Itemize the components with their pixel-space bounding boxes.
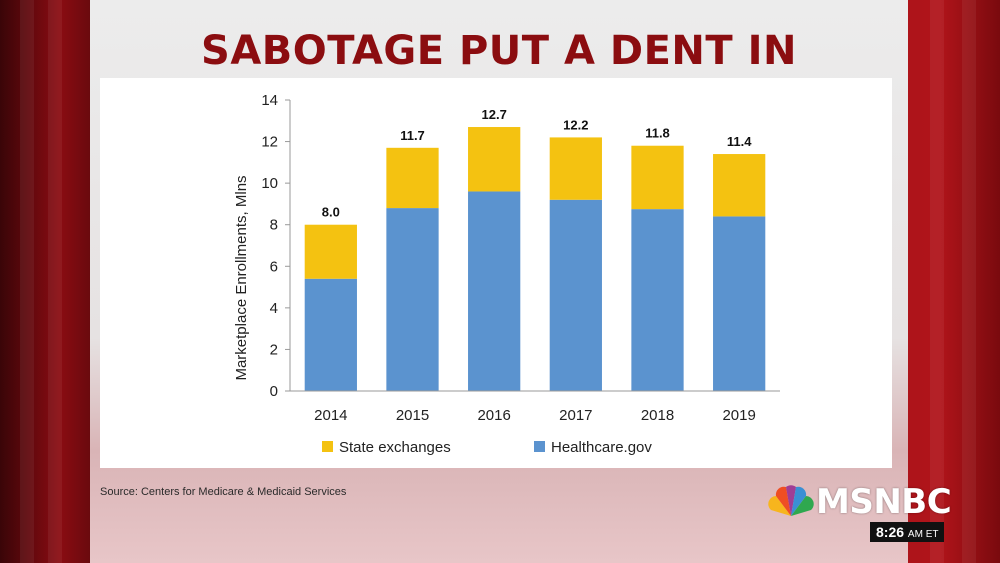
bar-state-exchanges <box>631 145 684 210</box>
y-tick-label: 0 <box>270 383 278 400</box>
bar-state-exchanges <box>549 137 602 200</box>
peacock-icon <box>768 485 814 516</box>
chart-area: 0 2 4 6 8 10 12 14 8.0 11.7 12.7 12.2 11.8 11.4 2014… <box>100 78 892 468</box>
bar-total-label: 8.0 <box>322 205 340 220</box>
legend-swatch-federal <box>534 441 545 452</box>
bar-healthcare-gov <box>304 278 357 391</box>
source-note: Source: Centers for Medicare & Medicaid … <box>100 486 347 498</box>
bar-state-exchanges <box>304 224 357 279</box>
y-tick-label: 6 <box>270 258 278 275</box>
bar-total-label: 11.8 <box>645 126 670 141</box>
y-tick-label: 14 <box>261 92 278 109</box>
bar-healthcare-gov <box>713 216 766 391</box>
clock-time: 8:26 <box>876 524 905 540</box>
bar-healthcare-gov <box>468 191 521 391</box>
x-tick-label: 2018 <box>641 407 674 424</box>
y-tick-label: 2 <box>270 341 278 358</box>
clock-badge: 8:26 AM ET <box>870 522 945 542</box>
bar-state-exchanges <box>386 147 439 209</box>
graphic-panel: SABOTAGE PUT A DENT IN ENROLLMENTS 02468… <box>90 0 908 563</box>
network-logo: MSNBC <box>816 482 952 522</box>
bar-healthcare-gov <box>386 208 439 391</box>
x-tick-label: 2017 <box>559 407 592 424</box>
bar-state-exchanges <box>468 127 521 192</box>
x-tick-label: 2019 <box>722 407 755 424</box>
bar-total-label: 11.7 <box>400 128 425 143</box>
bar-state-exchanges <box>713 154 766 217</box>
y-tick-label: 12 <box>261 134 278 151</box>
bar-total-label: 12.2 <box>563 117 588 132</box>
clock-ampm: AM ET <box>907 529 939 540</box>
bar-total-label: 12.7 <box>482 107 507 122</box>
x-tick-label: 2016 <box>477 407 510 424</box>
y-axis: 0 2 4 6 8 10 12 14 <box>261 92 291 400</box>
bar-healthcare-gov <box>631 209 684 391</box>
bar-healthcare-gov <box>549 199 602 391</box>
legend-label-state: State exchanges <box>339 439 451 456</box>
x-tick-label: 2014 <box>314 407 347 424</box>
legend: State exchanges Healthcare.gov <box>322 439 652 456</box>
y-tick-label: 10 <box>261 175 278 192</box>
x-tick-label: 2015 <box>396 407 429 424</box>
x-axis: 2014 2015 2016 2017 2018 2019 <box>290 390 780 424</box>
y-tick-label: 8 <box>270 217 278 234</box>
legend-swatch-state <box>322 441 333 452</box>
y-tick-label: 4 <box>270 300 278 317</box>
bar-total-label: 11.4 <box>727 134 752 149</box>
y-axis-label: Marketplace Enrollments, Mlns <box>233 175 250 380</box>
legend-label-federal: Healthcare.gov <box>551 439 652 456</box>
bar-chart: 0 2 4 6 8 10 12 14 8.0 11.7 12.7 12.2 11.8 11.4 2014… <box>233 92 780 456</box>
bars: 8.0 11.7 12.7 12.2 11.8 11.4 <box>304 107 766 391</box>
